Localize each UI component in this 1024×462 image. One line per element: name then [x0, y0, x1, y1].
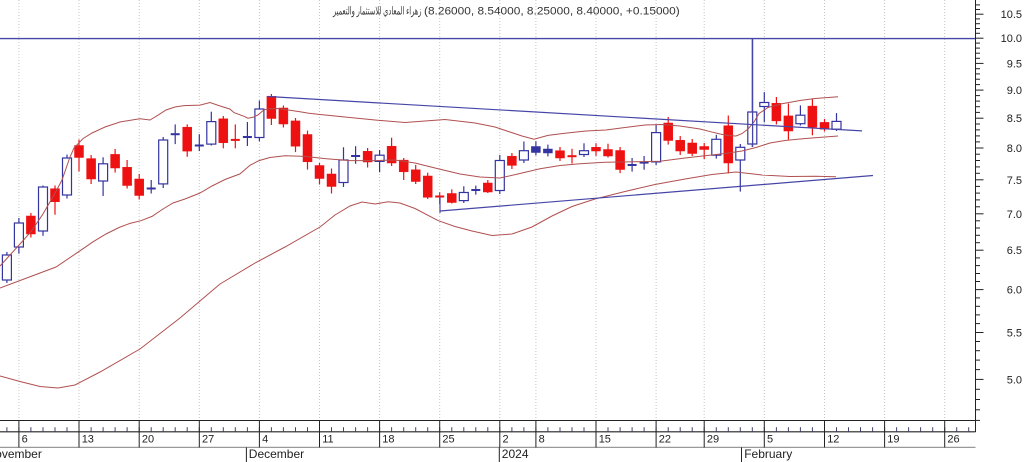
svg-text:11: 11	[322, 434, 333, 446]
svg-text:20: 20	[142, 434, 154, 446]
svg-text:December: December	[249, 447, 304, 461]
svg-text:زهراء المعادي للاستثمار والتعم: زهراء المعادي للاستثمار والتعمير	[332, 6, 421, 18]
svg-text:15: 15	[599, 434, 611, 446]
svg-text:19: 19	[887, 434, 899, 446]
svg-text:26: 26	[947, 434, 959, 446]
svg-text:10.0: 10.0	[1001, 33, 1022, 45]
svg-text:22: 22	[659, 434, 671, 446]
svg-text:5: 5	[767, 434, 773, 446]
svg-text:7.5: 7.5	[1007, 175, 1022, 187]
svg-text:2: 2	[503, 434, 509, 446]
svg-text:6.5: 6.5	[1007, 245, 1022, 257]
svg-text:8.5: 8.5	[1007, 113, 1022, 125]
svg-text:6: 6	[22, 434, 28, 446]
svg-text:November: November	[0, 447, 42, 461]
svg-text:18: 18	[382, 434, 394, 446]
svg-text:10.5: 10.5	[1001, 9, 1022, 21]
svg-text:4: 4	[262, 434, 268, 446]
svg-text:2024: 2024	[502, 447, 529, 461]
svg-text:8: 8	[539, 434, 545, 446]
svg-text:5.0: 5.0	[1007, 374, 1022, 386]
svg-text:29: 29	[707, 434, 719, 446]
svg-text:25: 25	[442, 434, 454, 446]
svg-text:8.0: 8.0	[1007, 143, 1022, 155]
svg-text:7.0: 7.0	[1007, 209, 1022, 221]
svg-text:5.5: 5.5	[1007, 328, 1022, 340]
svg-text:February: February	[744, 447, 792, 461]
svg-text:6.0: 6.0	[1007, 285, 1022, 297]
svg-text:(8.26000, 8.54000, 8.25000, 8.: (8.26000, 8.54000, 8.25000, 8.40000, +0.…	[424, 6, 680, 18]
svg-text:12: 12	[827, 434, 839, 446]
svg-text:27: 27	[202, 434, 214, 446]
svg-text:9.5: 9.5	[1007, 58, 1022, 70]
svg-text:13: 13	[82, 434, 94, 446]
svg-text:9.0: 9.0	[1007, 85, 1022, 97]
